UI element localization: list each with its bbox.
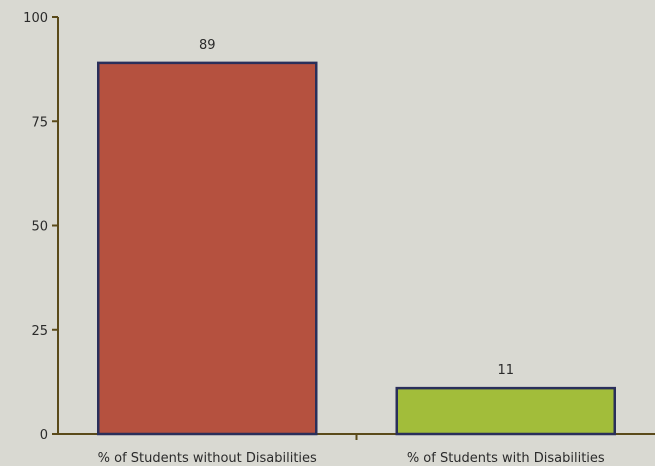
bar xyxy=(395,386,616,436)
x-category-label: % of Students without Disabilities xyxy=(98,451,317,466)
y-tick-label: 75 xyxy=(31,115,48,130)
bar-value-label: 11 xyxy=(497,363,514,378)
y-tick-label: 100 xyxy=(23,11,48,26)
y-tick-label: 25 xyxy=(31,324,48,339)
y-tick-label: 50 xyxy=(31,220,48,235)
bar xyxy=(97,61,318,436)
y-tick-label: 0 xyxy=(40,428,48,443)
x-category-label: % of Students with Disabilities xyxy=(407,451,605,466)
bar-value-label: 89 xyxy=(199,38,216,53)
